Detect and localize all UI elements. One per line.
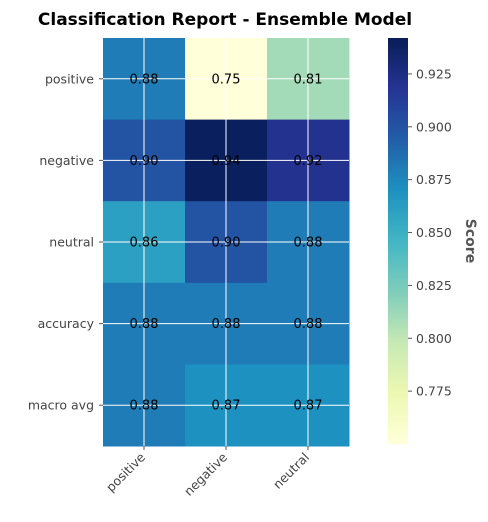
- row-tick-label: macro avg: [28, 398, 94, 413]
- cell-value-label: 0.88: [212, 317, 241, 332]
- cell-value-label: 0.88: [294, 317, 323, 332]
- cell-value-label: 0.87: [212, 399, 241, 414]
- chart-title: Classification Report - Ensemble Model: [38, 10, 412, 30]
- cell-value-label: 0.87: [294, 399, 323, 414]
- cell-value-label: 0.90: [130, 154, 159, 169]
- row-tick-label: neutral: [49, 235, 94, 250]
- grid-lines: [103, 38, 349, 446]
- column-tick-labels: positive negative neutral: [103, 446, 312, 499]
- colorbar-tick-label: 0.875: [416, 172, 452, 187]
- row-tick-label: negative: [39, 153, 94, 168]
- cell-value-label: 0.81: [294, 72, 323, 87]
- colorbar: [388, 38, 408, 444]
- colorbar-ticks: 0.775 0.800 0.825 0.850 0.875 0.900 0.925: [408, 66, 452, 399]
- colorbar-tick-label: 0.800: [416, 331, 452, 346]
- column-tick-label: negative: [181, 449, 230, 498]
- column-tick-label: neutral: [270, 450, 312, 492]
- colorbar-tick-label: 0.900: [416, 119, 452, 134]
- cell-labels: 0.88 0.75 0.81 0.90 0.94 0.92 0.86 0.90 0.88 0.88…: [130, 72, 323, 413]
- cell-value-label: 0.88: [130, 317, 159, 332]
- cell-value-label: 0.86: [130, 236, 159, 251]
- colorbar-tick-label: 0.825: [416, 278, 452, 293]
- colorbar-label: Score: [462, 219, 478, 263]
- colorbar-tick-label: 0.925: [416, 66, 452, 81]
- row-tick-labels: positive negative neutral accuracy macro avg: [28, 71, 103, 413]
- cell-value-label: 0.88: [130, 72, 159, 87]
- colorbar-tick-label: 0.775: [416, 384, 452, 399]
- cell-value-label: 0.94: [212, 154, 241, 169]
- column-tick-label: positive: [103, 449, 148, 494]
- cell-value-label: 0.92: [294, 154, 323, 169]
- row-tick-label: positive: [45, 71, 94, 86]
- cell-value-label: 0.75: [212, 72, 241, 87]
- cell-value-label: 0.90: [212, 236, 241, 251]
- row-tick-label: accuracy: [38, 316, 95, 331]
- cell-value-label: 0.88: [294, 236, 323, 251]
- cell-value-label: 0.88: [130, 399, 159, 414]
- colorbar-tick-label: 0.850: [416, 225, 452, 240]
